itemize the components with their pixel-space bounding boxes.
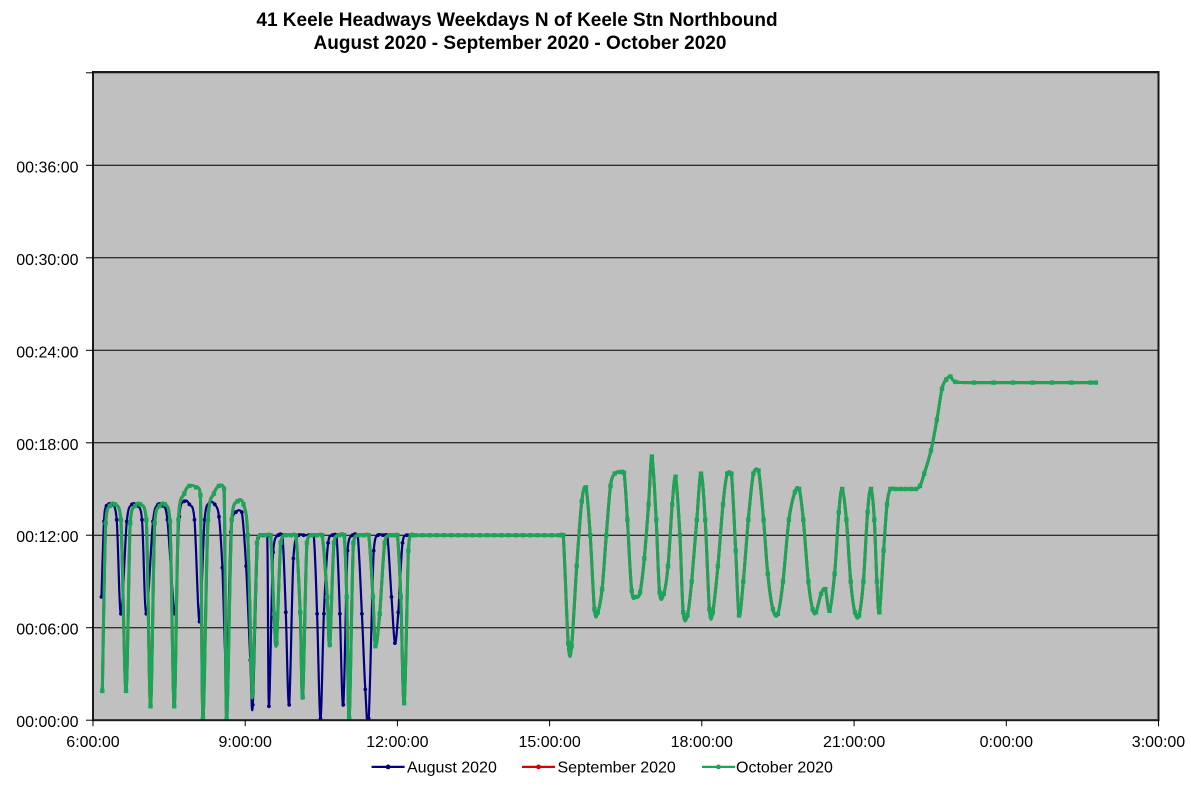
svg-text:00:06:00: 00:06:00: [16, 622, 78, 639]
svg-text:15:00:00: 15:00:00: [518, 734, 580, 751]
svg-text:0:00:00: 0:00:00: [980, 734, 1033, 751]
svg-text:12:00:00: 12:00:00: [366, 734, 428, 751]
svg-text:00:00:00: 00:00:00: [16, 714, 78, 731]
svg-text:00:24:00: 00:24:00: [16, 344, 78, 361]
svg-text:41 Keele Headways Weekdays N o: 41 Keele Headways Weekdays N of Keele St…: [256, 10, 777, 31]
svg-text:00:30:00: 00:30:00: [16, 252, 78, 269]
svg-text:21:00:00: 21:00:00: [823, 734, 885, 751]
svg-text:August 2020: August 2020: [407, 759, 497, 776]
svg-text:00:12:00: 00:12:00: [16, 529, 78, 546]
svg-text:October 2020: October 2020: [736, 759, 833, 776]
svg-text:00:18:00: 00:18:00: [16, 437, 78, 454]
svg-text:6:00:00: 6:00:00: [66, 734, 119, 751]
svg-text:3:00:00: 3:00:00: [1132, 734, 1185, 751]
svg-text:9:00:00: 9:00:00: [219, 734, 272, 751]
svg-text:September 2020: September 2020: [558, 759, 676, 776]
svg-text:00:36:00: 00:36:00: [16, 159, 78, 176]
svg-text:18:00:00: 18:00:00: [671, 734, 733, 751]
svg-text:August 2020 - September 2020 -: August 2020 - September 2020 - October 2…: [314, 33, 727, 54]
